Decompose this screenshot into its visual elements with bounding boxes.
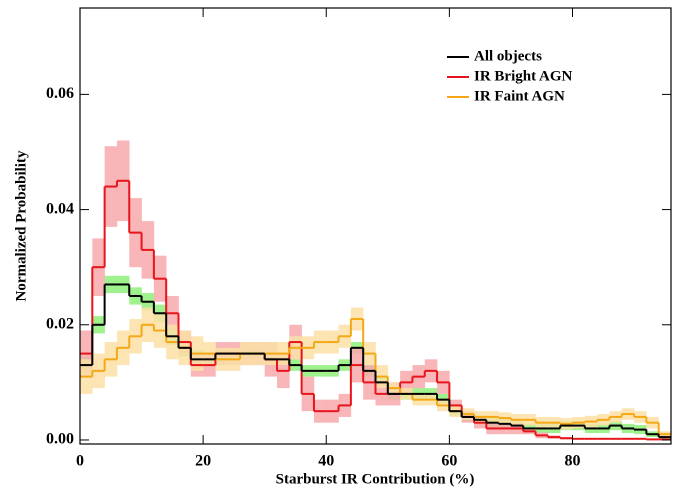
lines [80, 179, 671, 441]
legend-label: IR Bright AGN [474, 68, 573, 84]
x-tick-label: 60 [441, 453, 457, 470]
y-tick-label: 0.00 [46, 431, 74, 448]
y-tick-label: 0.06 [46, 85, 74, 102]
x-tick-label: 0 [76, 453, 84, 470]
x-tick-label: 20 [195, 453, 211, 470]
legend-label: IR Faint AGN [474, 88, 565, 104]
legend-label: All objects [474, 48, 542, 64]
x-tick-label: 80 [565, 453, 581, 470]
x-axis-title: Starburst IR Contribution (%) [276, 471, 475, 487]
y-tick-label: 0.04 [46, 200, 74, 217]
bands [80, 140, 671, 440]
y-axis-title: Normalized Probability [13, 150, 29, 301]
x-tick-label: 40 [318, 453, 334, 470]
y-tick-label: 0.02 [46, 315, 74, 332]
plot-frame [79, 7, 672, 445]
